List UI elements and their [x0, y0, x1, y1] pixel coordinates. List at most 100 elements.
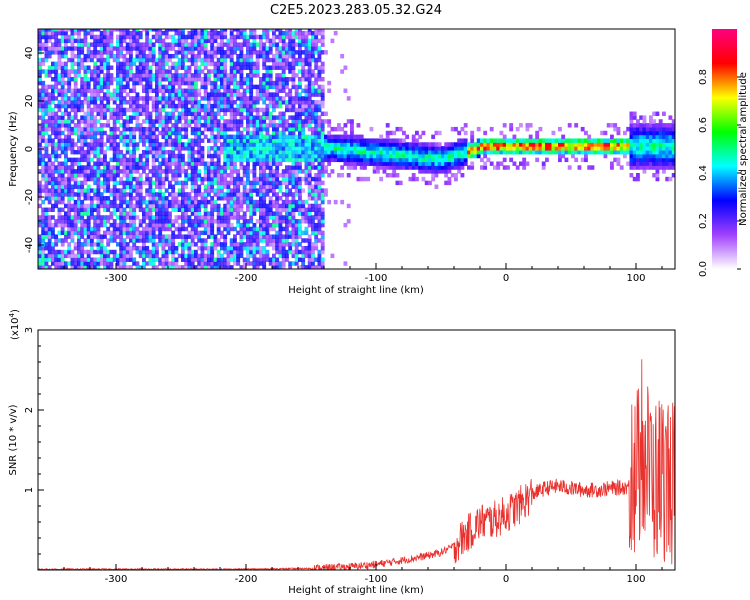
heatmap-cell	[252, 173, 257, 178]
heatmap-cell	[203, 57, 208, 63]
heatmap-cell	[158, 34, 163, 40]
heatmap-cell	[220, 30, 224, 36]
heatmap-cell	[103, 165, 107, 170]
heatmap-cell	[307, 111, 312, 116]
heatmap-cell	[223, 234, 228, 239]
heatmap-cell	[389, 146, 393, 151]
heatmap-cell	[132, 61, 137, 67]
heatmap-cell	[138, 134, 143, 140]
heatmap-cell	[216, 84, 221, 90]
heatmap-cell	[93, 188, 98, 193]
heatmap-cell	[194, 176, 198, 182]
heatmap-cell	[291, 134, 296, 140]
heatmap-cell	[233, 149, 237, 155]
heatmap-cell	[304, 119, 309, 124]
heatmap-cell	[184, 38, 189, 44]
heatmap-cell	[80, 253, 85, 259]
heatmap-cell	[41, 161, 46, 166]
heatmap-cell	[304, 38, 309, 44]
heatmap-cell	[197, 238, 202, 243]
heatmap-cell	[168, 57, 172, 63]
heatmap-cell	[496, 142, 501, 147]
heatmap-cell	[54, 130, 59, 136]
heatmap-cell	[210, 153, 215, 159]
heatmap-cell	[220, 80, 224, 86]
heatmap-cell	[125, 265, 130, 269]
heatmap-cell	[83, 192, 88, 197]
heatmap-cell	[470, 138, 475, 143]
heatmap-cell	[252, 184, 257, 189]
heatmap-cell	[187, 245, 192, 251]
heatmap-cell	[460, 161, 465, 166]
heatmap-cell	[210, 46, 215, 51]
heatmap-cell	[246, 53, 250, 59]
heatmap-cell	[229, 192, 234, 197]
heatmap-cell	[301, 30, 306, 36]
heatmap-cell	[213, 61, 218, 67]
heatmap-cell	[77, 126, 81, 132]
heatmap-cell	[259, 53, 263, 59]
heatmap-cell	[281, 234, 286, 239]
heatmap-cell	[80, 84, 85, 90]
heatmap-cell	[54, 184, 59, 189]
heatmap-cell	[229, 226, 234, 232]
heatmap-cell	[103, 57, 107, 63]
heatmap-cell	[177, 165, 182, 170]
heatmap-cell	[129, 257, 133, 262]
heatmap-cell	[259, 207, 263, 212]
heatmap-cell	[112, 211, 117, 216]
heatmap-cell	[47, 53, 52, 59]
heatmap-cell	[197, 253, 202, 259]
heatmap-cell	[207, 199, 211, 205]
heatmap-cell	[320, 219, 325, 224]
heatmap-cell	[51, 153, 55, 159]
heatmap-cell	[60, 265, 65, 269]
heatmap-cell	[249, 153, 254, 159]
heatmap-cell	[125, 73, 130, 78]
heatmap-cell	[119, 257, 124, 262]
heatmap-cell	[363, 165, 367, 170]
heatmap-cell	[86, 176, 91, 182]
heatmap-cell	[307, 196, 312, 201]
heatmap-cell	[229, 57, 234, 63]
heatmap-cell	[184, 211, 189, 216]
heatmap-cell	[148, 80, 153, 86]
heatmap-cell	[181, 242, 185, 247]
heatmap-cell	[301, 134, 306, 140]
heatmap-cell	[343, 138, 348, 143]
heatmap-cell	[158, 115, 163, 120]
heatmap-cell	[294, 184, 299, 189]
heatmap-cell	[151, 126, 156, 132]
heatmap-cell	[259, 249, 263, 255]
heatmap-cell	[145, 249, 150, 255]
heatmap-cell	[210, 261, 215, 266]
heatmap-cell	[158, 180, 163, 186]
heatmap-cell	[249, 29, 254, 32]
heatmap-cell	[278, 253, 283, 259]
heatmap-cell	[294, 30, 299, 36]
heatmap-cell	[259, 199, 263, 205]
heatmap-cell	[171, 153, 176, 159]
heatmap-cell	[86, 65, 91, 70]
heatmap-cell	[454, 157, 458, 163]
heatmap-cell	[262, 65, 267, 70]
heatmap-cell	[181, 103, 185, 109]
heatmap-cell	[229, 46, 234, 51]
heatmap-cell	[233, 65, 237, 70]
heatmap-cell	[190, 211, 195, 216]
heatmap-cell	[333, 30, 338, 36]
heatmap-cell	[272, 103, 276, 109]
heatmap-cell	[168, 149, 172, 155]
heatmap-cell	[249, 34, 254, 40]
heatmap-cell	[314, 65, 319, 70]
heatmap-cell	[281, 226, 286, 232]
heatmap-cell	[252, 142, 257, 147]
heatmap-cell	[233, 50, 237, 55]
heatmap-cell	[268, 103, 273, 109]
heatmap-cell	[304, 142, 309, 147]
heatmap-cell	[301, 257, 306, 262]
heatmap-cell	[376, 142, 380, 147]
heatmap-cell	[57, 88, 62, 93]
heatmap-cell	[233, 192, 237, 197]
heatmap-cell	[470, 134, 475, 140]
